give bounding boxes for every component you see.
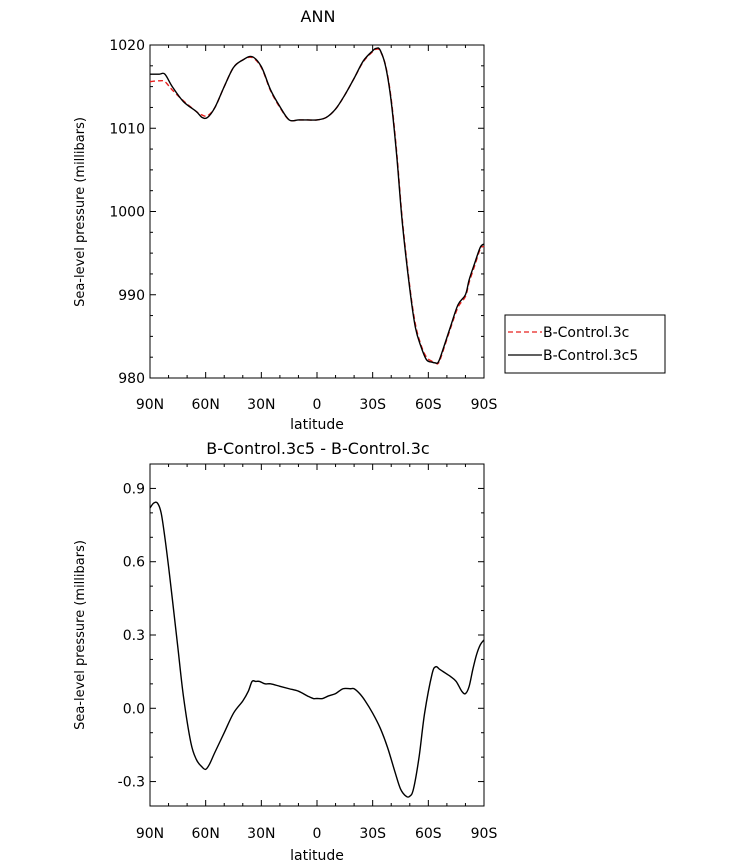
- x-tick-label: 0: [313, 397, 322, 413]
- top-panel: ANN Sea-level pressure (millibars) latit…: [73, 7, 666, 433]
- x-tick-label: 30N: [247, 397, 275, 413]
- bottom-plot-frame: [149, 463, 485, 807]
- y-tick-label: 980: [118, 371, 145, 387]
- x-tick-label: 0: [313, 826, 322, 842]
- y-tick-label: 1010: [109, 121, 145, 137]
- top-plot-area: [149, 44, 485, 379]
- legend-box: [504, 314, 666, 374]
- x-tick-label: 30S: [359, 826, 386, 842]
- top-y-axis-label: Sea-level pressure (millibars): [73, 117, 88, 307]
- legend: B-Control.3c B-Control.3c5: [504, 314, 666, 374]
- series-line-1-0: [149, 501, 485, 798]
- x-tick-label: 60S: [415, 826, 442, 842]
- legend-label-series-1: B-Control.3c: [543, 325, 629, 341]
- axis-ticks-0: 90N 60N 30N 0 30S 60S 90S 980 990 1000 1010 1020: [109, 38, 497, 413]
- x-tick-label: 90S: [471, 397, 498, 413]
- bottom-plot-area: [149, 463, 485, 807]
- bottom-x-axis-label: latitude: [290, 848, 344, 864]
- x-tick-label: 90S: [471, 826, 498, 842]
- top-plot-frame: [149, 44, 485, 379]
- x-tick-label: 60N: [192, 397, 220, 413]
- x-tick-label: 30N: [247, 826, 275, 842]
- axis-ticks-1: 90N 60N 30N 0 30S 60S 90S -0.3 0.0 0.3 0.6 0.9: [118, 463, 498, 842]
- series-line-0-1: [150, 47, 485, 364]
- x-tick-label: 60S: [415, 397, 442, 413]
- x-tick-label: 90N: [136, 397, 164, 413]
- top-chart-title: ANN: [301, 7, 336, 26]
- bottom-panel: B-Control.3c5 - B-Control.3c Sea-level p…: [73, 439, 497, 864]
- y-tick-label: 1020: [109, 38, 145, 54]
- y-tick-label: 0.9: [123, 481, 145, 497]
- x-tick-label: 90N: [136, 826, 164, 842]
- y-tick-label: -0.3: [118, 775, 145, 791]
- y-tick-label: 0.6: [123, 555, 145, 571]
- bottom-y-axis-label: Sea-level pressure (millibars): [73, 540, 88, 730]
- y-tick-label: 990: [118, 288, 145, 304]
- legend-label-series-2: B-Control.3c5: [543, 348, 638, 364]
- x-tick-label: 60N: [192, 826, 220, 842]
- x-tick-label: 30S: [359, 397, 386, 413]
- bottom-chart-title: B-Control.3c5 - B-Control.3c: [206, 439, 429, 458]
- series-line-0-0: [149, 48, 485, 365]
- top-x-axis-label: latitude: [290, 417, 344, 433]
- y-tick-label: 1000: [109, 205, 145, 221]
- y-tick-label: 0.0: [123, 701, 145, 717]
- y-tick-label: 0.3: [123, 628, 145, 644]
